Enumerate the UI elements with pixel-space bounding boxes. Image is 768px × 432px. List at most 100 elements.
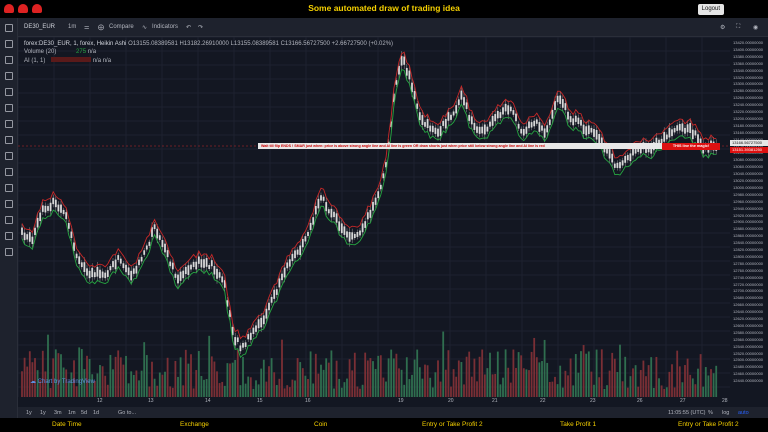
candle-body [403,56,406,65]
volume-bar [377,355,380,397]
auto-toggle[interactable]: auto [738,410,749,416]
range-1y[interactable]: 1y [26,410,32,416]
candle-body [543,128,546,138]
range-1d[interactable]: 1d [93,410,100,416]
volume-bar [325,358,328,397]
volume-bar [437,360,439,397]
pattern-icon[interactable] [5,104,13,112]
ai-study-label[interactable]: AI (1, 1) [24,58,46,64]
volume-study-label[interactable]: Volume (20) [24,49,57,55]
compare-button[interactable]: Compare [109,24,134,30]
snapshot-icon[interactable]: ◉ [753,25,759,31]
candle-body [177,274,179,284]
volume-bar [569,358,572,397]
volume-bar [36,370,39,397]
indicators-icon[interactable]: ∿ [142,25,148,31]
chart-toolbar: DE30_EUR 1m ⚌ ⨁ Compare ∿ Indicators ↶ ↷… [18,18,768,37]
settings-icon[interactable]: ⚙ [720,25,726,31]
logo-icon [4,4,14,13]
range-1y-b[interactable]: 1y [40,410,46,416]
candle-body [192,261,195,267]
volume-bar [405,357,408,397]
volume-bar [140,370,143,397]
candle-body [585,126,588,136]
volume-bar [691,378,694,397]
percent-toggle[interactable]: % [708,410,713,416]
candle-body [686,124,689,133]
volume-bar [504,349,507,397]
candle-body [452,111,455,116]
candle-body [114,259,117,270]
eye-icon[interactable] [5,216,13,224]
forecast-icon[interactable] [5,120,13,128]
candle-body [465,102,468,109]
price-chart[interactable] [18,37,730,407]
volume-bar [351,370,354,397]
volume-bar [382,377,385,397]
volume-bar [593,384,595,397]
logout-button[interactable]: Logout [697,4,724,15]
indicators-button[interactable]: Indicators [152,24,179,30]
time-axis-label: 28 [722,398,728,404]
log-toggle[interactable]: log [722,410,730,416]
price-axis-label: 12940.00000000 [733,205,764,211]
text-icon[interactable] [5,88,13,96]
volume-bar [387,358,390,397]
layers-icon[interactable] [5,232,13,240]
lock-icon[interactable] [5,200,13,208]
magnet-icon[interactable] [5,184,13,192]
interval-selector[interactable]: 1m [68,24,77,30]
candle-body [486,126,489,132]
candle-body [356,231,359,237]
candle-body [203,259,205,268]
volume-bar [517,352,520,397]
candle-body [205,258,208,267]
volume-bar [200,375,203,397]
candle-body [255,325,257,332]
candle-body [392,93,395,102]
volume-bar [114,356,117,397]
candle-body [564,103,567,111]
volume-bar [590,371,593,397]
tradingview-watermark[interactable]: ☁ Chart by TradingView [30,378,95,385]
bars-style-icon[interactable]: ⚌ [84,25,90,31]
goto-button[interactable]: Go to... [118,410,137,416]
range-3m[interactable]: 3m [54,410,62,416]
candle-body [398,65,400,75]
candle-body [634,147,637,154]
candle-body [109,266,112,271]
candle-body [327,209,330,214]
candle-body [673,128,676,133]
brush-icon[interactable] [5,72,13,80]
signal-banner: Wait till flip ENDS ! SMAR just when: pr… [258,143,663,149]
candle-body [200,259,203,268]
candle-body [476,126,478,133]
symbol-selector[interactable]: DE30_EUR [24,24,56,30]
volume-bar [70,372,73,397]
arrow-icon[interactable] [5,136,13,144]
volume-bar [658,378,660,397]
volume-bar [195,370,198,397]
trash-icon[interactable] [5,248,13,256]
zoom-icon[interactable] [5,168,13,176]
fullscreen-icon[interactable]: ⛶ [736,24,741,30]
redo-icon[interactable]: ↷ [198,25,204,31]
candle-body [684,127,686,134]
volume-bar [288,387,291,397]
time-axis-label: 19 [398,398,404,404]
compare-icon[interactable]: ⨁ [98,25,104,31]
trendline-icon[interactable] [5,40,13,48]
measure-icon[interactable] [5,152,13,160]
range-5d[interactable]: 5d [81,410,88,416]
price-axis-label: 13060.00000000 [733,164,764,170]
pitchfork-icon[interactable] [5,56,13,64]
candle-body [494,114,497,122]
crosshair-icon[interactable] [5,24,13,32]
undo-icon[interactable]: ↶ [186,25,192,31]
volume-bar [265,381,268,397]
price-axis-label: 12900.00000000 [733,219,764,225]
candle-body [44,205,47,213]
range-1m[interactable]: 1m [68,410,76,416]
price-axis-label: 13300.00000000 [733,81,764,87]
price-axis-label: 13140.00000000 [733,137,763,142]
